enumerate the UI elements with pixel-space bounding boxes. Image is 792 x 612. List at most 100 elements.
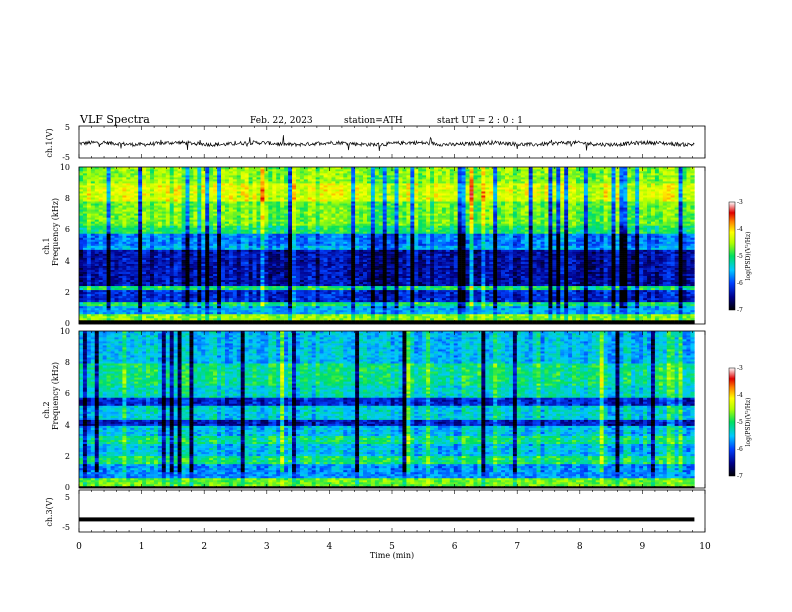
spec1-cell (181, 321, 186, 325)
spec1-cell (686, 317, 691, 321)
spec1-cell (394, 301, 399, 305)
spec1-cell (619, 295, 624, 299)
spec1-cell (682, 309, 687, 313)
spec1-cell (252, 263, 257, 266)
spec1-cell (607, 275, 612, 278)
spec1-cell (647, 269, 652, 272)
spec1-cell (331, 267, 336, 270)
spec1-cell (303, 261, 309, 264)
spec1-cell (307, 307, 313, 311)
spec1-cell (284, 311, 289, 315)
spec1-cell (106, 263, 111, 266)
spec1-cell (599, 275, 604, 278)
spec1-cell (252, 281, 257, 285)
spec1-cell (690, 299, 695, 303)
spec1-cell (213, 273, 218, 276)
spec1-cell (615, 275, 620, 278)
spec1-cell (623, 303, 628, 307)
spec1-cell (248, 301, 253, 305)
spec1-cell (240, 297, 245, 301)
spec1-cell (323, 287, 328, 291)
spec1-cell (228, 315, 234, 319)
spec1-cell (343, 313, 348, 317)
spec1-cell (560, 287, 565, 291)
spec1-cell (161, 289, 167, 293)
spec1-cell (303, 303, 309, 307)
spec1-cell (366, 267, 372, 270)
spec1-cell (512, 305, 518, 309)
spec1-cell (508, 311, 514, 315)
spec1-cell (449, 263, 455, 266)
spec1-cell (374, 309, 380, 313)
spec1-cell (98, 307, 103, 311)
spec1-cell (591, 319, 597, 323)
spec1-cell (146, 285, 151, 289)
spec1-cell (378, 285, 384, 289)
spec1-cell (102, 281, 107, 285)
spec1-cell (544, 299, 549, 303)
spec1-cell (284, 317, 289, 321)
spec1-cell (252, 269, 257, 272)
spec1-cell (410, 285, 415, 289)
spec1-cell (414, 279, 419, 283)
spec1-cell (469, 293, 474, 297)
spec1-cell (623, 275, 628, 278)
spec1-cell (658, 265, 664, 268)
spec1-cell (307, 317, 313, 321)
spec1-cell (295, 303, 301, 307)
spec1-cell (272, 307, 277, 311)
spec1-cell (252, 299, 257, 303)
spec1-cell (508, 277, 514, 281)
spec1-cell (106, 313, 111, 317)
spec1-cell (319, 281, 324, 285)
spec1-cell (564, 281, 569, 285)
spec1-cell (201, 259, 206, 262)
spec1-cell (86, 259, 92, 262)
start-time-label: start UT = 2 : 0 : 1 (437, 116, 523, 126)
spec1-cell (512, 291, 518, 295)
spec1-cell (106, 277, 111, 281)
spec1-cell (398, 267, 403, 270)
spec1-cell (142, 305, 147, 309)
spec1-cell (627, 317, 632, 321)
spec1-cell (284, 263, 289, 266)
spec1-cell (615, 319, 620, 323)
spec1-cell (134, 319, 139, 323)
spec1-cell (177, 287, 182, 291)
spec1-cell (315, 295, 320, 299)
spec1-cell (165, 309, 171, 313)
spec1-cell (497, 271, 502, 274)
spec1-cell (339, 281, 344, 285)
spec1-cell (311, 261, 316, 264)
spec1-cell (560, 275, 565, 278)
spec1-cell (122, 283, 127, 287)
spec1-cell (295, 295, 301, 299)
spec1-cell (264, 285, 269, 289)
spec1-cell (678, 311, 683, 315)
spec1-cell (493, 269, 498, 272)
spec1-cell (366, 299, 372, 303)
spec1-cell (556, 311, 561, 315)
spec1-cell (477, 295, 482, 299)
spec1-cell (453, 287, 458, 291)
spec1-cell (497, 279, 502, 283)
spec1-cell (157, 289, 163, 293)
spec1-cell (690, 295, 695, 299)
spec1-cell (390, 263, 395, 266)
spec1-cell (631, 271, 636, 274)
spec1-cell (343, 303, 348, 307)
spec1-cell (173, 263, 178, 266)
spec1-cell (307, 271, 313, 274)
spec1-cell (603, 315, 608, 319)
spec1-cell (639, 271, 644, 274)
spec1-cell (548, 293, 553, 297)
spec1-cell (256, 321, 261, 325)
spec1-cell (197, 259, 202, 262)
spec1-cell (568, 281, 573, 285)
spec1-cell (682, 319, 687, 323)
spec1-cell (181, 309, 186, 313)
spec1-cell (130, 273, 135, 276)
spec1-cell (142, 317, 147, 321)
spec1-cell (564, 303, 569, 307)
spec1-cell (118, 321, 123, 325)
